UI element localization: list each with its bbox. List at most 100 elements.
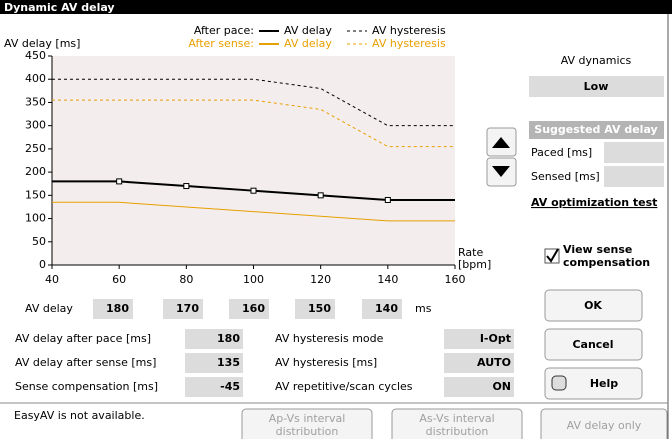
legend-label: AV hysteresis <box>372 24 446 37</box>
apvs-label: distribution <box>276 425 339 438</box>
av-only-label: AV delay only <box>567 419 642 432</box>
y-tick-label: 300 <box>25 119 46 132</box>
param-value: 135 <box>217 356 240 369</box>
y-tick-label: 450 <box>25 49 46 62</box>
paced-label: Paced [ms] <box>531 146 592 159</box>
x-axis-label: Rate <box>458 246 483 259</box>
point-marker <box>317 192 324 199</box>
av-row-label: AV delay <box>25 302 73 315</box>
help-label: Help <box>590 377 618 390</box>
param-value: 180 <box>217 332 240 345</box>
x-tick-label: 100 <box>243 273 264 286</box>
y-tick-label: 150 <box>25 188 46 201</box>
help-icon <box>551 375 567 391</box>
chart: AV delay [ms] Rate[bpm] 0 50 100 150 200 250 300… <box>4 24 491 286</box>
av-value: 180 <box>106 302 129 315</box>
apvs-label: Ap-Vs interval <box>269 412 346 425</box>
y-tick-label: 100 <box>25 212 46 225</box>
point-marker <box>250 187 257 194</box>
av-value: 150 <box>308 302 331 315</box>
param-box <box>444 377 514 397</box>
av-only-button[interactable] <box>540 408 668 439</box>
param-value: I-Opt <box>480 332 511 345</box>
suggested-title: Suggested AV delay <box>534 123 657 136</box>
param-box <box>185 353 243 373</box>
x-axis-label: [bpm] <box>458 258 491 271</box>
legend-group: After sense: <box>188 37 254 50</box>
cancel-button[interactable] <box>544 328 643 361</box>
ok-label: OK <box>584 299 602 312</box>
paced-box <box>604 142 664 163</box>
legend-label: AV delay <box>284 37 332 50</box>
checkbox-label: compensation <box>563 256 650 269</box>
optimization-link[interactable]: AV optimization test <box>531 196 657 209</box>
param-box <box>444 329 514 349</box>
av-value-box <box>163 299 203 319</box>
series-line <box>52 99 455 148</box>
av-value: 140 <box>375 302 398 315</box>
y-tick-label: 250 <box>25 142 46 155</box>
parameters: AV delay after pace [ms] 180 AV delay afte… <box>15 329 514 397</box>
y-tick-label: 0 <box>39 258 46 271</box>
point-marker <box>116 178 123 185</box>
param-label: AV repetitive/scan cycles <box>275 380 413 393</box>
point-marker <box>183 183 190 190</box>
param-label: AV delay after pace [ms] <box>15 332 151 345</box>
sensed-label: Sensed [ms] <box>531 170 600 183</box>
x-tick-label: 160 <box>445 273 466 286</box>
status-text: EasyAV is not available. <box>14 409 145 422</box>
param-box <box>444 353 514 373</box>
asvs-label: As-Vs interval <box>419 412 494 425</box>
series-line <box>52 78 455 127</box>
param-value: ON <box>492 380 511 393</box>
cancel-label: Cancel <box>572 338 613 351</box>
y-tick-label: 400 <box>25 72 46 85</box>
param-label: AV delay after sense [ms] <box>15 356 156 369</box>
x-tick-label: 60 <box>112 273 126 286</box>
x-tick-label: 40 <box>45 273 59 286</box>
window-title: Dynamic AV delay <box>4 1 115 14</box>
av-value-box <box>93 299 133 319</box>
x-tick-label: 140 <box>377 273 398 286</box>
param-box <box>185 377 243 397</box>
asvs-label: distribution <box>426 425 489 438</box>
av-row: 180 170 160 150 140 <box>93 299 402 319</box>
checkmark <box>546 248 559 263</box>
y-axis-label: AV delay [ms] <box>4 37 80 50</box>
dynamics-value: Low <box>584 80 609 93</box>
apvs-button[interactable] <box>241 408 373 439</box>
plot-area <box>52 56 455 265</box>
help-button[interactable] <box>544 367 643 400</box>
legend-label: AV hysteresis <box>372 37 446 50</box>
legend-group: After pace: <box>194 24 254 37</box>
x-tick-label: 80 <box>179 273 193 286</box>
y-tick-label: 350 <box>25 95 46 108</box>
dynamics-box[interactable] <box>529 76 664 97</box>
sensed-box <box>604 166 664 187</box>
y-tick-label: 200 <box>25 165 46 178</box>
av-value: 160 <box>242 302 265 315</box>
param-value: AUTO <box>477 356 511 369</box>
dynamics-label: AV dynamics <box>561 54 632 67</box>
down-arrow <box>492 166 510 177</box>
av-value-box <box>362 299 402 319</box>
series-line <box>52 201 455 222</box>
av-value-box <box>295 299 335 319</box>
param-label: Sense compensation [ms] <box>15 380 158 393</box>
up-arrow <box>492 137 510 148</box>
av-value: 170 <box>176 302 199 315</box>
point-marker <box>384 196 391 203</box>
y-tick-label: 50 <box>32 235 46 248</box>
checkbox-label: View sense <box>563 243 632 256</box>
asvs-button[interactable] <box>391 408 523 439</box>
param-value: -45 <box>220 380 240 393</box>
av-value-box <box>229 299 269 319</box>
param-label: AV hysteresis mode <box>275 332 384 345</box>
ok-button[interactable] <box>544 289 643 322</box>
param-box <box>185 329 243 349</box>
suggested-header <box>529 121 664 139</box>
av-row-unit: ms <box>415 302 432 315</box>
param-label: AV hysteresis [ms] <box>275 356 377 369</box>
legend-label: AV delay <box>284 24 332 37</box>
